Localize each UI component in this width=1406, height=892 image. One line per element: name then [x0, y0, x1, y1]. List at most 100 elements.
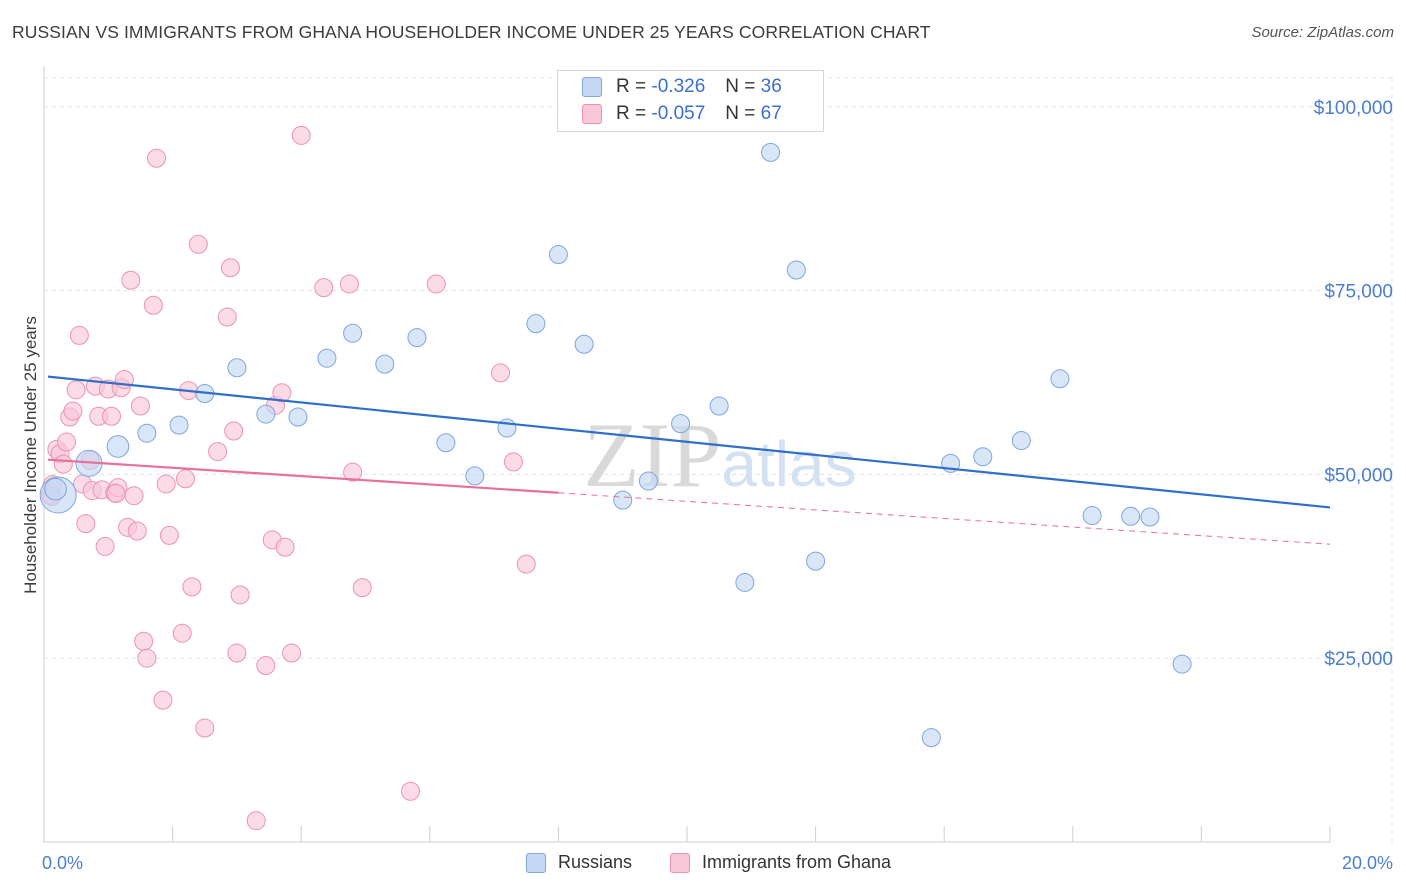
ghana-point — [491, 363, 511, 383]
legend-r-value: -0.326 — [651, 76, 706, 97]
ghana-point — [227, 643, 247, 663]
legend-swatch-russians — [582, 77, 602, 97]
russians-point — [1050, 369, 1070, 389]
y-tick-label: $75,000 — [1324, 282, 1393, 303]
ghana-point — [106, 483, 126, 503]
ghana-point — [102, 406, 122, 426]
x-tick-label: 20.0% — [1342, 853, 1393, 873]
russians-point — [169, 415, 189, 435]
legend-r-label: R = — [616, 76, 647, 97]
russians-point — [709, 396, 729, 416]
russians-point — [44, 477, 67, 501]
ghana-point — [352, 578, 372, 598]
ghana-point — [95, 536, 115, 556]
russians-point — [1011, 431, 1031, 451]
ghana-point — [339, 274, 359, 294]
ghana-point — [272, 383, 292, 403]
ghana-point — [282, 643, 302, 663]
russians-point — [735, 572, 755, 592]
russians-point — [227, 358, 247, 378]
ghana-point — [188, 234, 208, 254]
ghana-point — [153, 690, 173, 710]
ghana-point — [256, 656, 276, 676]
russians-point — [786, 260, 806, 280]
ghana-point — [401, 781, 421, 801]
legend-n-value: 36 — [760, 76, 782, 97]
ghana-point — [175, 469, 195, 489]
russians-point — [574, 334, 594, 354]
legend-swatch-russians — [526, 852, 546, 873]
legend-label-russians: Russians — [558, 852, 633, 872]
source-label: Source: ZipAtlas.com — [1251, 24, 1394, 41]
russians-point — [106, 435, 130, 458]
russians-point — [1172, 654, 1192, 674]
russians-point — [638, 471, 658, 491]
legend-r-value: -0.057 — [651, 103, 706, 124]
russians-point — [288, 407, 308, 427]
legend-swatch-ghana — [582, 104, 602, 124]
russians-point — [465, 466, 485, 486]
russians-point — [613, 490, 633, 510]
russians-point — [526, 314, 546, 334]
legend-r-label: R = — [616, 103, 647, 124]
ghana-point — [143, 295, 163, 315]
ghana-point — [159, 525, 179, 545]
ghana-point — [291, 125, 311, 145]
russians-point — [1082, 506, 1102, 526]
ghana-point — [147, 148, 167, 168]
legend-label-ghana: Immigrants from Ghana — [702, 852, 892, 872]
ghana-point — [76, 514, 96, 534]
russians-point — [806, 551, 826, 571]
y-tick-label: $100,000 — [1314, 98, 1393, 119]
ghana-point — [246, 811, 266, 831]
russians-point — [317, 348, 337, 368]
russians-point — [921, 728, 941, 748]
russians-point — [375, 354, 395, 374]
ghana-point — [66, 380, 86, 400]
ghana-point — [217, 307, 237, 327]
russians-point — [671, 414, 691, 434]
russians-trend-line — [47, 375, 1331, 509]
russians-point — [343, 323, 363, 343]
legend-swatch-ghana — [670, 852, 690, 873]
series-russians — [39, 142, 1192, 748]
legend-n-label: N = — [725, 103, 756, 124]
russians-point — [548, 245, 568, 265]
watermark-atlas: atlas — [721, 428, 856, 500]
ghana-point — [130, 396, 150, 416]
ghana-point — [124, 486, 144, 506]
ghana-point — [220, 258, 240, 278]
ghana-point — [224, 421, 244, 441]
watermark-zip: ZIP — [583, 404, 721, 506]
series-legend: Russians Immigrants from Ghana — [0, 852, 1406, 876]
ghana-point — [195, 718, 215, 738]
ghana-point — [182, 577, 202, 597]
series-ghana — [40, 125, 536, 831]
ghana-point — [503, 452, 523, 472]
russians-point — [761, 142, 781, 162]
ghana-point — [208, 442, 228, 462]
x-tick-label: 0.0% — [42, 853, 83, 873]
russians-point — [436, 433, 456, 453]
legend-item-russians[interactable]: Russians — [526, 852, 632, 873]
tick-labels: $25,000 $50,000 $75,000 $100,000 0.0% 20.0% — [42, 98, 1393, 873]
ghana-point — [426, 274, 446, 294]
ghana-point — [63, 401, 83, 421]
legend-row-ghana: R = -0.057 N = 67 — [582, 101, 782, 127]
ghana-point — [343, 462, 363, 482]
russians-point — [407, 328, 427, 348]
ghana-trend-extension — [558, 492, 1331, 545]
axes — [43, 66, 1331, 843]
ghana-point — [134, 631, 154, 651]
ghana-point — [57, 432, 77, 452]
ghana-point — [137, 648, 157, 668]
russians-point — [1121, 506, 1141, 526]
y-tick-label: $50,000 — [1324, 465, 1393, 486]
russians-point — [973, 447, 993, 467]
russians-point — [1140, 507, 1160, 527]
legend-item-ghana[interactable]: Immigrants from Ghana — [670, 852, 891, 873]
legend-n-value: 67 — [760, 103, 782, 124]
legend-row-russians: R = -0.326 N = 36 — [582, 74, 782, 100]
ghana-point — [172, 623, 192, 643]
